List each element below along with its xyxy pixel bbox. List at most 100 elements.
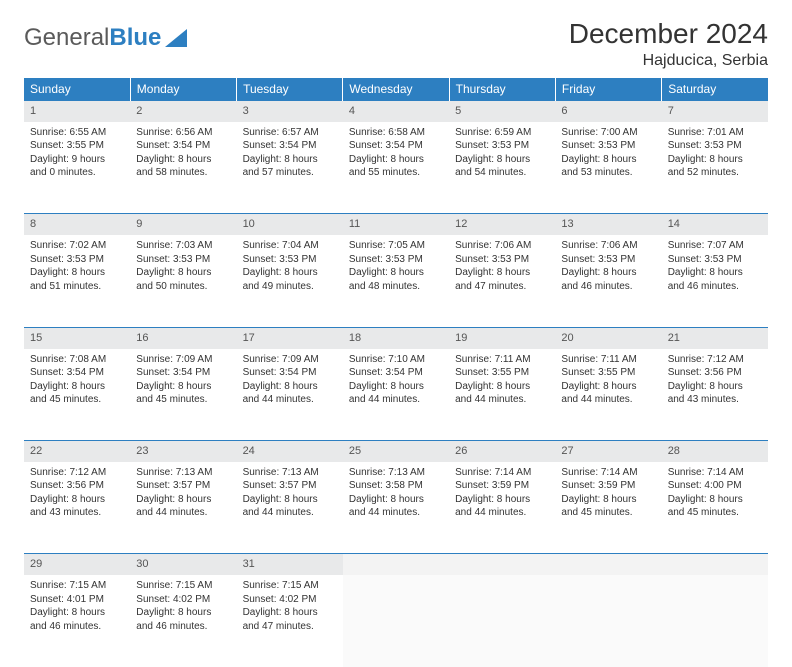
daylight-line: Daylight: 8 hours and 45 minutes. — [30, 380, 124, 407]
day-content-cell: Sunrise: 7:09 AMSunset: 3:54 PMDaylight:… — [237, 349, 343, 441]
day-content-cell: Sunrise: 7:01 AMSunset: 3:53 PMDaylight:… — [662, 122, 768, 214]
sunrise-line: Sunrise: 7:12 AM — [668, 353, 762, 367]
logo-text-2: Blue — [109, 24, 161, 52]
daylight-line: Daylight: 8 hours and 53 minutes. — [561, 153, 655, 180]
header: GeneralBlue December 2024 Hajducica, Ser… — [24, 18, 768, 70]
day-number-cell: 1 — [24, 101, 130, 122]
daylight-line: Daylight: 8 hours and 57 minutes. — [243, 153, 337, 180]
weekday-header: Thursday — [449, 78, 555, 101]
day-content-cell: Sunrise: 6:59 AMSunset: 3:53 PMDaylight:… — [449, 122, 555, 214]
day-content-cell: Sunrise: 7:10 AMSunset: 3:54 PMDaylight:… — [343, 349, 449, 441]
daylight-line: Daylight: 8 hours and 44 minutes. — [349, 380, 443, 407]
day-content-cell: Sunrise: 7:14 AMSunset: 3:59 PMDaylight:… — [449, 462, 555, 554]
sunset-line: Sunset: 3:53 PM — [30, 253, 124, 267]
day-number-cell: 17 — [237, 327, 343, 348]
sunrise-line: Sunrise: 7:11 AM — [561, 353, 655, 367]
day-content-cell: Sunrise: 7:11 AMSunset: 3:55 PMDaylight:… — [449, 349, 555, 441]
daylight-line: Daylight: 8 hours and 46 minutes. — [30, 606, 124, 633]
day-number-cell: 8 — [24, 214, 130, 235]
day-number-cell: 5 — [449, 101, 555, 122]
day-content-cell: Sunrise: 7:12 AMSunset: 3:56 PMDaylight:… — [24, 462, 130, 554]
sunrise-line: Sunrise: 7:06 AM — [455, 239, 549, 253]
day-content-cell: Sunrise: 6:56 AMSunset: 3:54 PMDaylight:… — [130, 122, 236, 214]
day-content-cell: Sunrise: 7:14 AMSunset: 4:00 PMDaylight:… — [662, 462, 768, 554]
sunset-line: Sunset: 4:02 PM — [136, 593, 230, 607]
sunset-line: Sunset: 3:54 PM — [349, 366, 443, 380]
sunset-line: Sunset: 3:54 PM — [136, 139, 230, 153]
sunrise-line: Sunrise: 7:15 AM — [136, 579, 230, 593]
day-content-cell: Sunrise: 7:03 AMSunset: 3:53 PMDaylight:… — [130, 235, 236, 327]
day-content-cell: Sunrise: 7:13 AMSunset: 3:58 PMDaylight:… — [343, 462, 449, 554]
daylight-line: Daylight: 8 hours and 44 minutes. — [561, 380, 655, 407]
day-number-cell: 27 — [555, 441, 661, 462]
day-number-cell: 31 — [237, 554, 343, 575]
day-number-cell — [555, 554, 661, 575]
sunset-line: Sunset: 3:54 PM — [136, 366, 230, 380]
day-number-cell: 25 — [343, 441, 449, 462]
sunset-line: Sunset: 3:55 PM — [455, 366, 549, 380]
sunrise-line: Sunrise: 7:04 AM — [243, 239, 337, 253]
daylight-line: Daylight: 8 hours and 55 minutes. — [349, 153, 443, 180]
sunset-line: Sunset: 3:54 PM — [30, 366, 124, 380]
day-number-row: 1234567 — [24, 101, 768, 122]
day-number-cell: 6 — [555, 101, 661, 122]
sunrise-line: Sunrise: 7:11 AM — [455, 353, 549, 367]
sunset-line: Sunset: 4:01 PM — [30, 593, 124, 607]
day-number-cell: 16 — [130, 327, 236, 348]
day-number-cell: 3 — [237, 101, 343, 122]
calendar-page: GeneralBlue December 2024 Hajducica, Ser… — [0, 0, 792, 667]
sunset-line: Sunset: 4:00 PM — [668, 479, 762, 493]
day-content-cell: Sunrise: 6:55 AMSunset: 3:55 PMDaylight:… — [24, 122, 130, 214]
sunset-line: Sunset: 3:54 PM — [349, 139, 443, 153]
day-number-cell: 2 — [130, 101, 236, 122]
sunrise-line: Sunrise: 7:09 AM — [243, 353, 337, 367]
sunset-line: Sunset: 3:53 PM — [668, 253, 762, 267]
day-number-cell: 14 — [662, 214, 768, 235]
day-content-cell: Sunrise: 7:07 AMSunset: 3:53 PMDaylight:… — [662, 235, 768, 327]
day-number-cell: 18 — [343, 327, 449, 348]
day-number-cell: 26 — [449, 441, 555, 462]
daylight-line: Daylight: 8 hours and 47 minutes. — [455, 266, 549, 293]
daylight-line: Daylight: 8 hours and 48 minutes. — [349, 266, 443, 293]
day-number-cell: 9 — [130, 214, 236, 235]
logo-text-1: General — [24, 24, 109, 52]
day-number-row: 15161718192021 — [24, 327, 768, 348]
weekday-header: Saturday — [662, 78, 768, 101]
sunrise-line: Sunrise: 6:59 AM — [455, 126, 549, 140]
day-number-cell: 12 — [449, 214, 555, 235]
day-number-row: 22232425262728 — [24, 441, 768, 462]
logo-triangle-icon — [165, 29, 187, 47]
day-content-cell: Sunrise: 7:14 AMSunset: 3:59 PMDaylight:… — [555, 462, 661, 554]
day-content-row: Sunrise: 7:02 AMSunset: 3:53 PMDaylight:… — [24, 235, 768, 327]
day-content-cell: Sunrise: 7:12 AMSunset: 3:56 PMDaylight:… — [662, 349, 768, 441]
daylight-line: Daylight: 8 hours and 51 minutes. — [30, 266, 124, 293]
sunset-line: Sunset: 3:55 PM — [30, 139, 124, 153]
sunrise-line: Sunrise: 7:00 AM — [561, 126, 655, 140]
day-number-cell: 4 — [343, 101, 449, 122]
day-number-cell: 21 — [662, 327, 768, 348]
day-content-cell: Sunrise: 7:06 AMSunset: 3:53 PMDaylight:… — [555, 235, 661, 327]
sunset-line: Sunset: 3:57 PM — [136, 479, 230, 493]
day-content-cell: Sunrise: 7:08 AMSunset: 3:54 PMDaylight:… — [24, 349, 130, 441]
daylight-line: Daylight: 8 hours and 44 minutes. — [349, 493, 443, 520]
weekday-header: Wednesday — [343, 78, 449, 101]
day-number-cell: 28 — [662, 441, 768, 462]
day-number-cell: 23 — [130, 441, 236, 462]
day-content-cell — [343, 575, 449, 667]
sunrise-line: Sunrise: 6:58 AM — [349, 126, 443, 140]
sunrise-line: Sunrise: 7:13 AM — [136, 466, 230, 480]
weekday-header-row: SundayMondayTuesdayWednesdayThursdayFrid… — [24, 78, 768, 101]
day-number-cell: 24 — [237, 441, 343, 462]
day-number-cell: 19 — [449, 327, 555, 348]
sunset-line: Sunset: 3:56 PM — [668, 366, 762, 380]
day-number-cell: 20 — [555, 327, 661, 348]
sunset-line: Sunset: 3:53 PM — [455, 253, 549, 267]
day-number-cell — [662, 554, 768, 575]
day-content-row: Sunrise: 6:55 AMSunset: 3:55 PMDaylight:… — [24, 122, 768, 214]
day-number-cell — [343, 554, 449, 575]
daylight-line: Daylight: 8 hours and 49 minutes. — [243, 266, 337, 293]
sunrise-line: Sunrise: 7:10 AM — [349, 353, 443, 367]
day-content-cell: Sunrise: 7:15 AMSunset: 4:02 PMDaylight:… — [130, 575, 236, 667]
day-content-cell: Sunrise: 7:04 AMSunset: 3:53 PMDaylight:… — [237, 235, 343, 327]
day-number-cell: 10 — [237, 214, 343, 235]
